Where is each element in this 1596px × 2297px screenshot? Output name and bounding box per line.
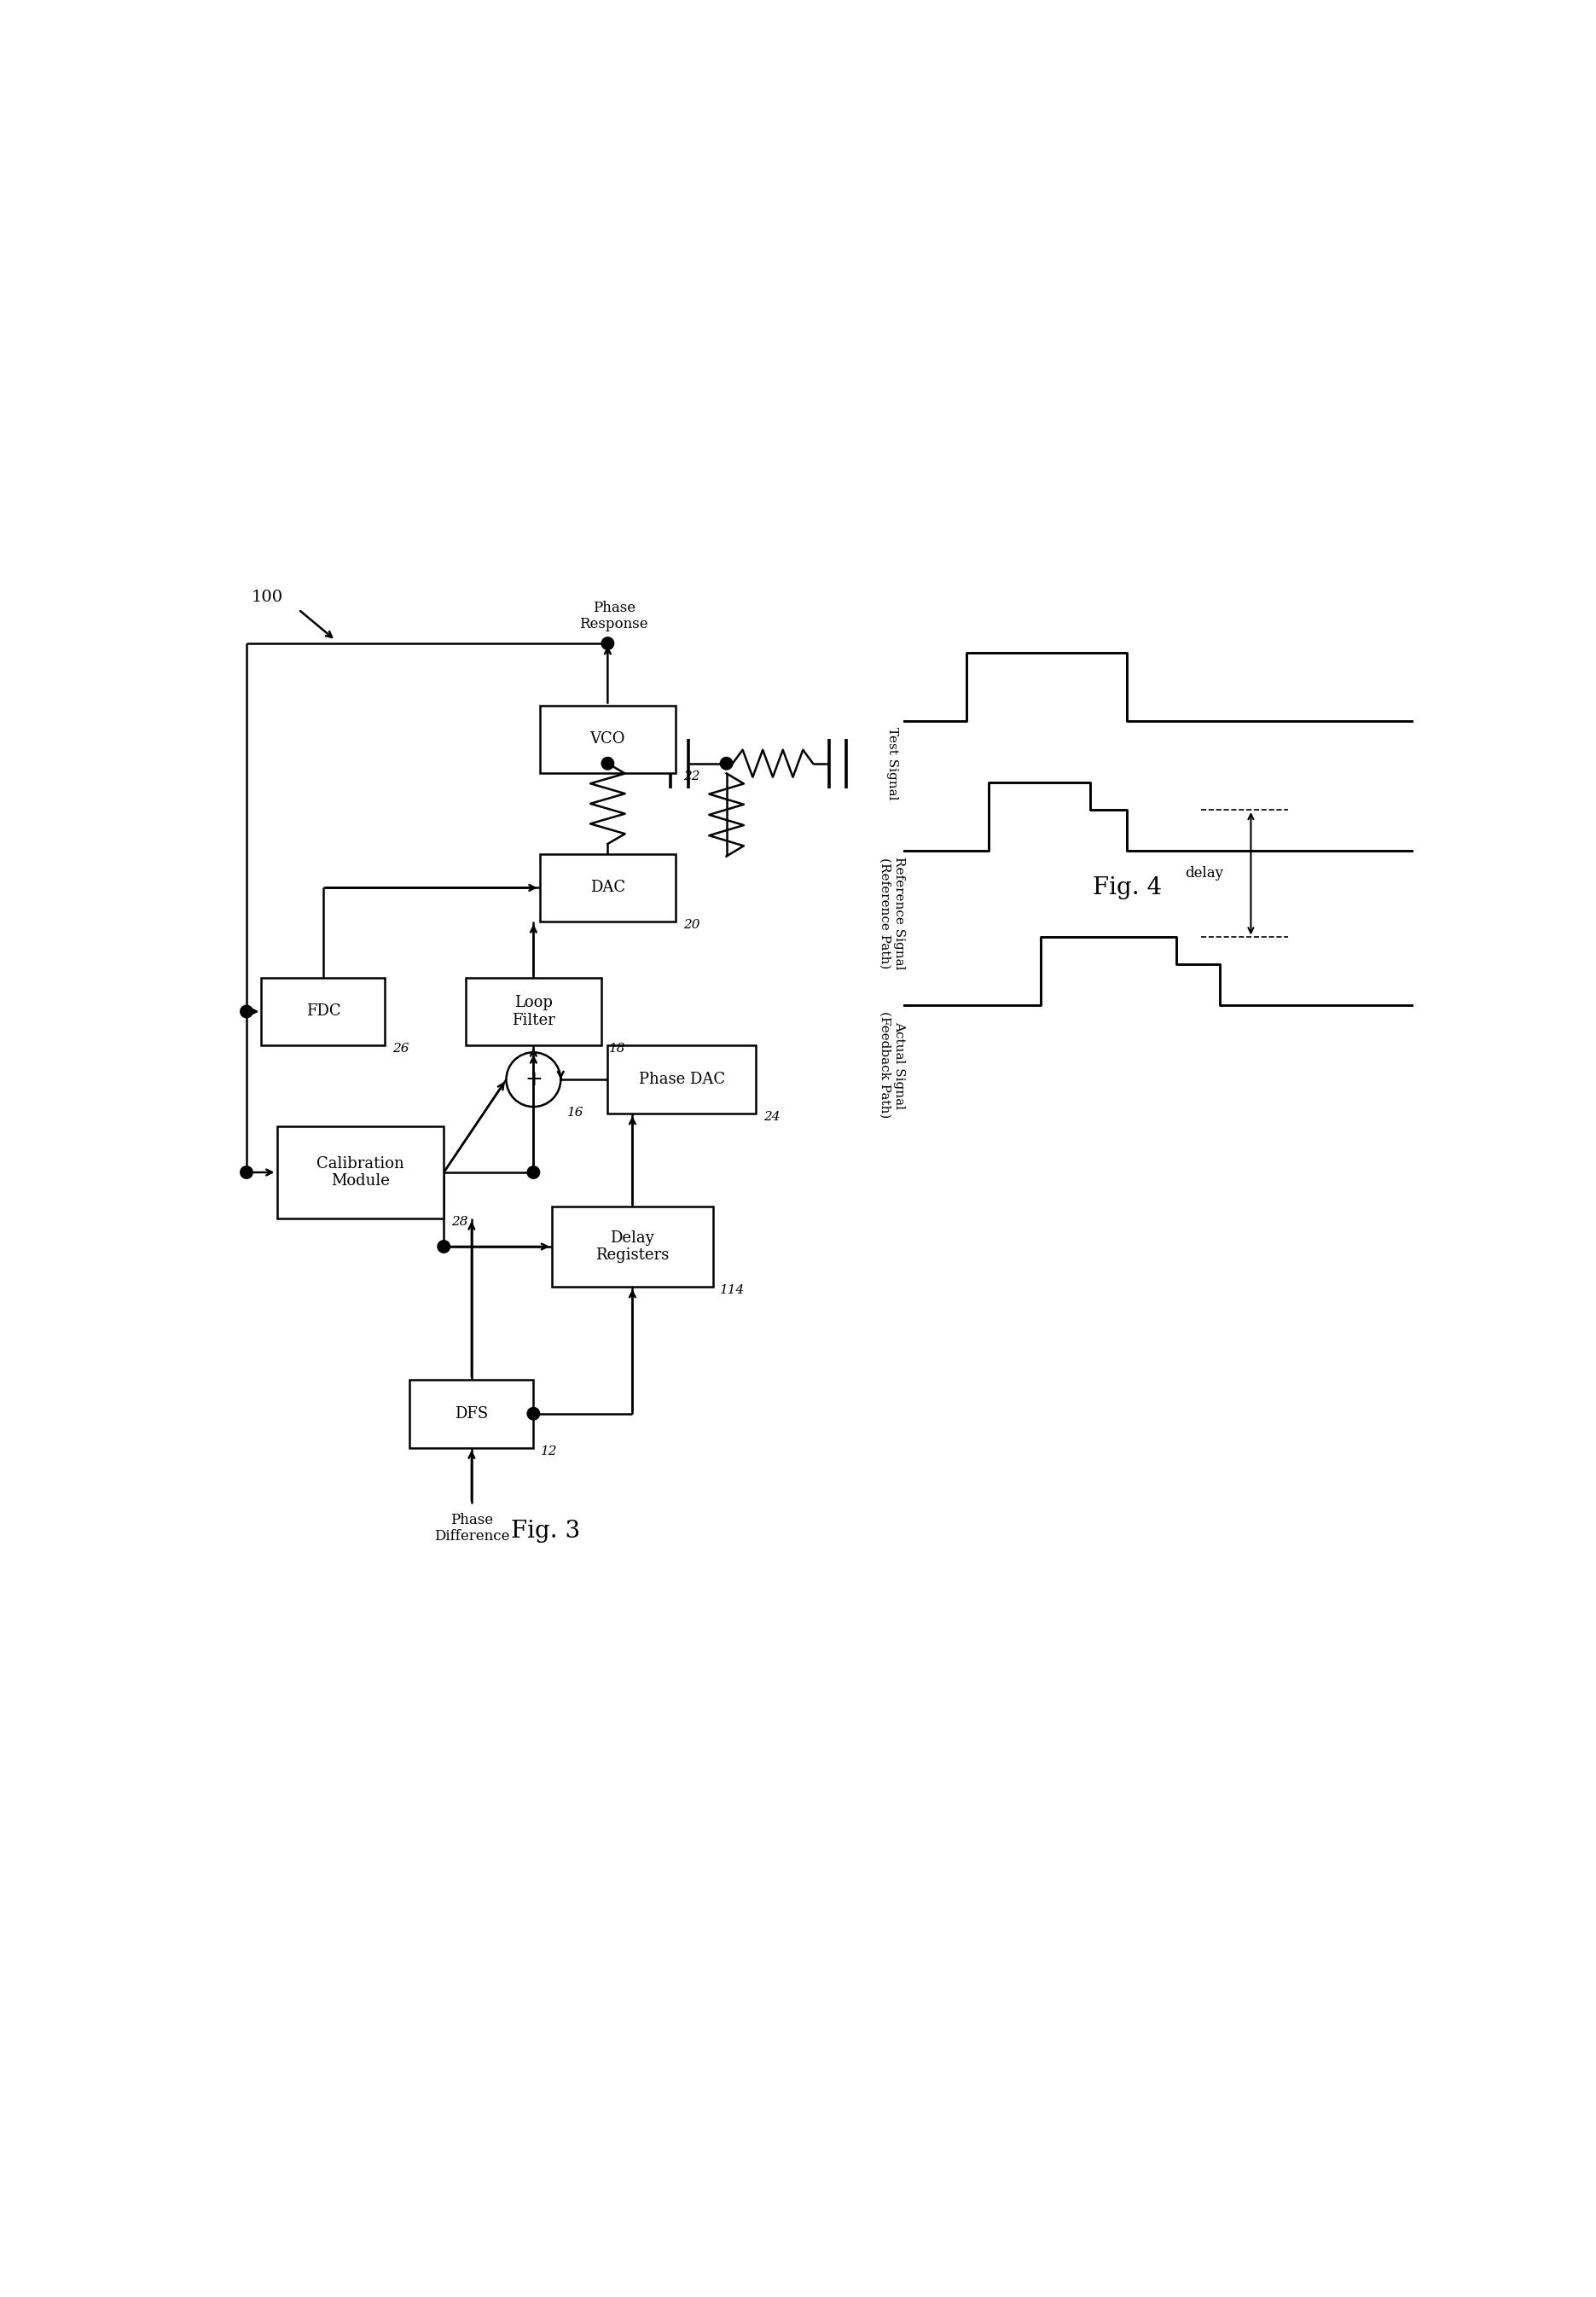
Text: Fig. 3: Fig. 3 <box>511 1521 581 1544</box>
Bar <box>539 705 675 774</box>
Text: 100: 100 <box>252 590 284 604</box>
Bar <box>539 854 675 921</box>
Text: Calibration
Module: Calibration Module <box>316 1155 404 1190</box>
Text: Actual Signal
(Feedback Path): Actual Signal (Feedback Path) <box>879 1011 905 1119</box>
Circle shape <box>241 1167 252 1178</box>
Text: Phase
Difference: Phase Difference <box>434 1511 509 1544</box>
Circle shape <box>437 1240 450 1252</box>
Circle shape <box>602 758 614 769</box>
Text: +: + <box>525 1070 543 1089</box>
Text: Phase DAC: Phase DAC <box>638 1073 725 1086</box>
Text: DFS: DFS <box>455 1406 488 1422</box>
Text: FDC: FDC <box>306 1004 340 1020</box>
Circle shape <box>527 1167 539 1178</box>
Bar <box>262 979 385 1045</box>
Circle shape <box>241 1006 252 1018</box>
Text: 20: 20 <box>683 919 699 930</box>
Text: DAC: DAC <box>591 880 626 896</box>
Text: delay: delay <box>1184 866 1223 880</box>
Bar <box>410 1380 533 1447</box>
Bar <box>466 979 602 1045</box>
Text: 12: 12 <box>541 1445 557 1456</box>
Text: 22: 22 <box>683 772 699 783</box>
Circle shape <box>602 636 614 650</box>
Bar <box>608 1045 757 1114</box>
Text: 26: 26 <box>393 1043 409 1054</box>
Text: Loop
Filter: Loop Filter <box>512 995 555 1029</box>
Text: 18: 18 <box>610 1043 626 1054</box>
Text: Fig. 4: Fig. 4 <box>1093 875 1162 900</box>
Text: Delay
Registers: Delay Registers <box>595 1229 669 1263</box>
Circle shape <box>720 758 733 769</box>
Text: VCO: VCO <box>591 733 626 747</box>
Text: 114: 114 <box>720 1284 745 1296</box>
Text: 28: 28 <box>452 1217 468 1229</box>
Circle shape <box>527 1408 539 1420</box>
Bar <box>276 1126 444 1220</box>
Text: Reference Signal
(Reference Path): Reference Signal (Reference Path) <box>879 857 905 969</box>
Text: Test Signal: Test Signal <box>886 726 899 799</box>
Bar <box>552 1206 713 1286</box>
Text: 16: 16 <box>567 1107 584 1119</box>
Text: 24: 24 <box>763 1112 780 1123</box>
Text: Phase
Response: Phase Response <box>579 600 648 632</box>
